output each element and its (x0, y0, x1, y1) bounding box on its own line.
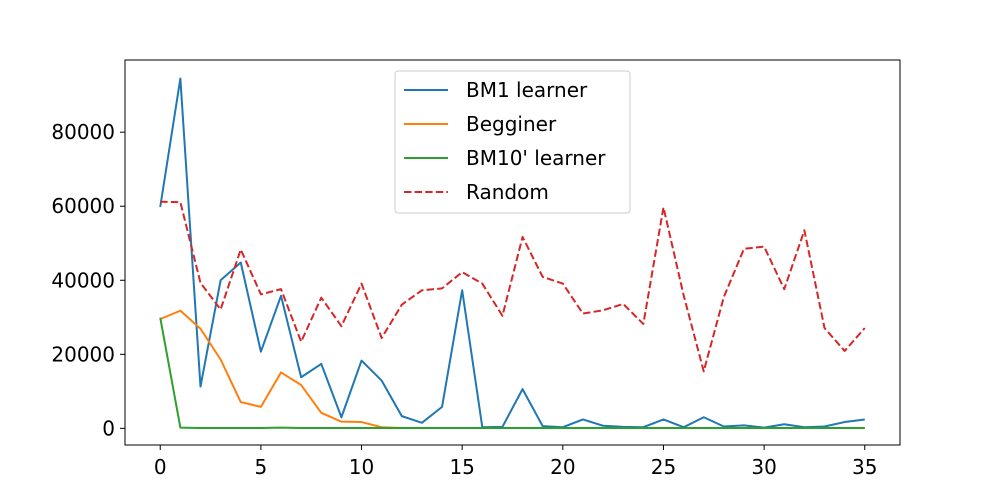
x-tick-label: 35 (852, 455, 877, 479)
legend: BM1 learner Begginer BM10' learner Random (394, 70, 631, 214)
x-axis: 0 5 10 15 20 25 30 35 (154, 445, 877, 479)
x-tick-label: 5 (255, 455, 268, 479)
y-tick-label: 60000 (51, 194, 115, 218)
legend-label: Begginer (466, 112, 557, 136)
series-line-0 (159, 77, 865, 429)
x-tick-label: 15 (449, 455, 474, 479)
series-line-3 (160, 200, 866, 373)
y-axis: 0 20000 40000 60000 80000 (51, 120, 125, 440)
x-tick-label: 10 (349, 455, 374, 479)
x-tick-label: 20 (550, 455, 575, 479)
legend-label: BM10' learner (466, 146, 606, 170)
y-tick-label: 40000 (51, 268, 115, 292)
y-tick-label: 80000 (51, 120, 115, 144)
series-line-2 (159, 317, 865, 429)
x-tick-label: 0 (154, 455, 167, 479)
x-tick-label: 30 (751, 455, 776, 479)
y-tick-label: 20000 (51, 342, 115, 366)
x-tick-label: 25 (651, 455, 676, 479)
plot-lines (159, 77, 866, 429)
legend-label: Random (466, 180, 549, 204)
legend-label: BM1 learner (466, 78, 588, 102)
legend-box (394, 70, 631, 214)
y-tick-label: 0 (102, 416, 115, 440)
plot-frame (124, 59, 901, 446)
